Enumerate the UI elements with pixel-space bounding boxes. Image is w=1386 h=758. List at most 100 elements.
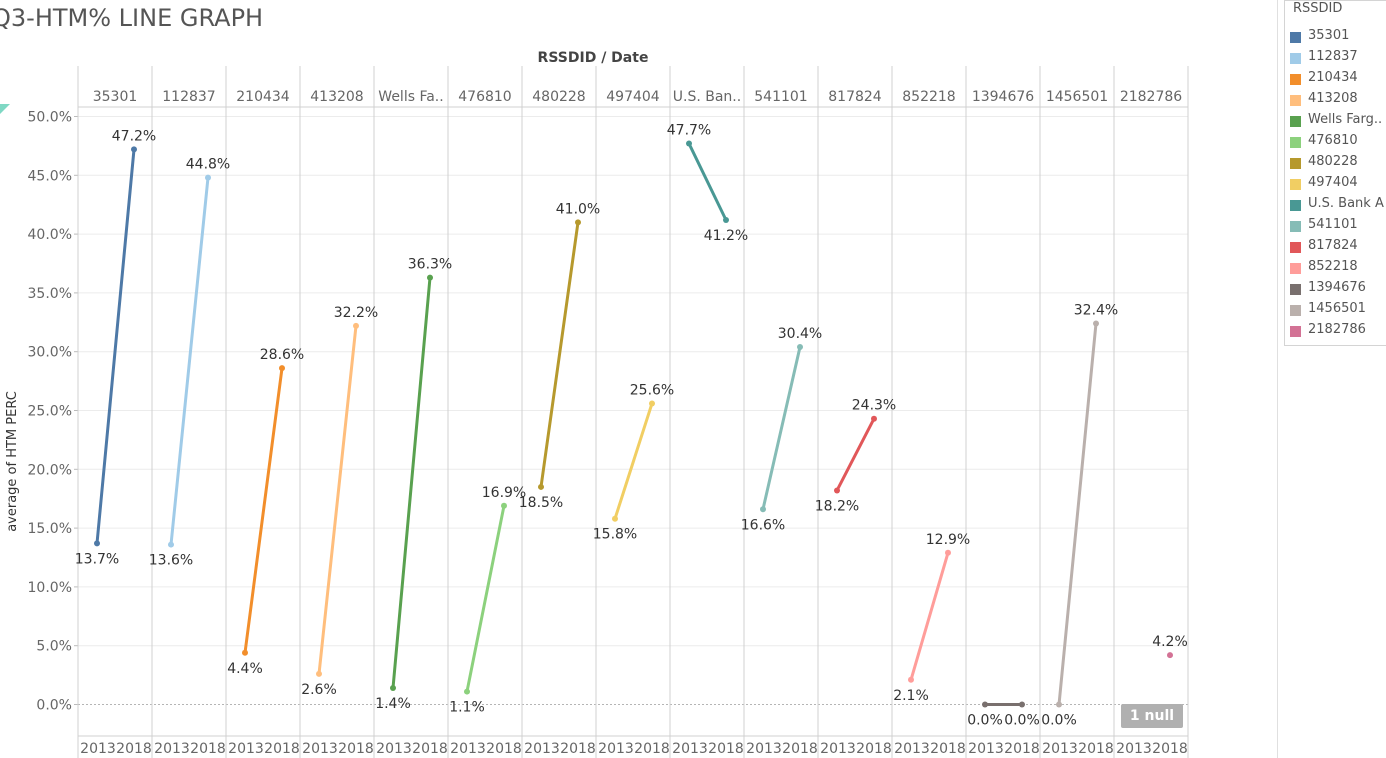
data-label: 28.6% (260, 347, 304, 363)
data-point[interactable] (538, 483, 544, 490)
y-tick-label: 5.0% (36, 639, 72, 655)
legend-title: RSSDID (1293, 1, 1343, 16)
data-point[interactable] (131, 146, 137, 153)
data-label: 4.2% (1152, 634, 1188, 650)
legend-item[interactable]: U.S. Bank A (1289, 196, 1386, 216)
x-tick-label: 2013 (746, 741, 782, 757)
data-label: 44.8% (186, 157, 230, 173)
x-tick-label: 2013 (450, 741, 486, 757)
x-tick-label: 2018 (1078, 741, 1114, 757)
data-label: 2.6% (301, 682, 337, 698)
legend-item[interactable]: 112837 (1289, 49, 1386, 69)
data-label: 36.3% (408, 257, 452, 273)
data-point[interactable] (279, 365, 285, 372)
series-line[interactable] (687, 142, 728, 222)
data-point[interactable] (575, 219, 581, 226)
data-label: 0.0% (1041, 713, 1077, 729)
panel-header-label: 497404 (606, 89, 660, 105)
data-label: 13.7% (75, 551, 119, 567)
x-tick-label: 2013 (1116, 741, 1152, 757)
legend-item[interactable]: 817824 (1289, 238, 1386, 258)
legend-item[interactable]: 35301 (1289, 28, 1386, 48)
legend-swatch (1290, 305, 1301, 316)
data-point[interactable] (94, 540, 100, 547)
sort-indicator-icon[interactable] (0, 104, 10, 114)
series-line[interactable] (95, 147, 136, 545)
legend-item[interactable]: 541101 (1289, 217, 1386, 237)
legend-label: 817824 (1308, 238, 1358, 253)
data-point[interactable] (242, 649, 248, 656)
series-line[interactable] (169, 176, 210, 547)
legend-swatch (1290, 179, 1301, 190)
panel-header-label: 852218 (902, 89, 955, 105)
legend-item[interactable]: 1456501 (1289, 301, 1386, 321)
panel-header-label: 817824 (828, 89, 882, 105)
legend-item[interactable]: 497404 (1289, 175, 1386, 195)
legend-divider (1277, 0, 1278, 758)
legend-label: 210434 (1308, 70, 1358, 85)
series-line[interactable] (539, 220, 580, 489)
data-point[interactable] (945, 549, 951, 556)
data-point[interactable] (982, 701, 988, 708)
data-point[interactable] (427, 274, 433, 281)
legend-item[interactable]: 210434 (1289, 70, 1386, 90)
data-point[interactable] (723, 216, 729, 223)
data-point[interactable] (612, 515, 618, 522)
legend-item[interactable]: 480228 (1289, 154, 1386, 174)
legend-item[interactable]: 852218 (1289, 259, 1386, 279)
series-line[interactable] (243, 366, 284, 655)
series-line[interactable] (1057, 321, 1098, 706)
y-tick-label: 0.0% (36, 698, 72, 714)
panel-header-label: 1394676 (972, 89, 1034, 105)
data-point[interactable] (871, 415, 877, 422)
legend-item[interactable]: 2182786 (1289, 322, 1386, 342)
series-line[interactable] (317, 324, 358, 676)
data-point[interactable] (1056, 701, 1062, 708)
x-tick-label: 2018 (412, 741, 448, 757)
x-tick-label: 2013 (154, 741, 190, 757)
legend-item[interactable]: 413208 (1289, 91, 1386, 111)
data-point[interactable] (760, 506, 766, 513)
legend-label: 413208 (1308, 91, 1358, 106)
data-point[interactable] (390, 685, 396, 692)
series-line[interactable] (391, 276, 432, 690)
legend-item[interactable]: 476810 (1289, 133, 1386, 153)
data-point[interactable] (1093, 320, 1099, 327)
data-point[interactable] (834, 487, 840, 494)
data-point[interactable] (1167, 652, 1173, 659)
legend-item[interactable]: 1394676 (1289, 280, 1386, 300)
data-point[interactable] (686, 140, 692, 147)
panel-header-label: 2182786 (1120, 89, 1182, 105)
y-tick-label: 40.0% (28, 227, 72, 243)
data-point[interactable] (908, 676, 914, 683)
series-line[interactable] (909, 551, 950, 682)
data-point[interactable] (1019, 701, 1025, 708)
x-tick-label: 2013 (968, 741, 1004, 757)
data-point[interactable] (353, 322, 359, 329)
data-point[interactable] (316, 670, 322, 677)
y-tick-label: 25.0% (28, 404, 72, 420)
legend-label: 1394676 (1308, 280, 1366, 295)
legend[interactable]: RSSDID 35301 112837 210434 413208 Wells Farg… (1284, 0, 1386, 346)
data-point[interactable] (464, 688, 470, 695)
x-tick-label: 2018 (930, 741, 966, 757)
data-point[interactable] (797, 343, 803, 350)
data-point[interactable] (649, 400, 655, 407)
data-label: 30.4% (778, 326, 822, 342)
legend-swatch (1290, 95, 1301, 106)
series-line[interactable] (835, 417, 876, 492)
y-tick-label: 45.0% (28, 168, 72, 184)
series-line[interactable] (465, 504, 506, 694)
data-point[interactable] (168, 541, 174, 548)
data-label: 18.2% (815, 498, 859, 514)
data-label: 41.0% (556, 201, 600, 217)
series-line[interactable] (761, 345, 802, 511)
series-line[interactable] (613, 401, 654, 521)
data-point[interactable] (501, 502, 507, 509)
y-tick-label: 30.0% (28, 345, 72, 361)
x-tick-label: 2013 (672, 741, 708, 757)
null-indicator-badge[interactable]: 1 null (1121, 704, 1183, 728)
data-point[interactable] (205, 174, 211, 181)
legend-item[interactable]: Wells Farg.. (1289, 112, 1386, 132)
x-tick-label: 2018 (560, 741, 596, 757)
